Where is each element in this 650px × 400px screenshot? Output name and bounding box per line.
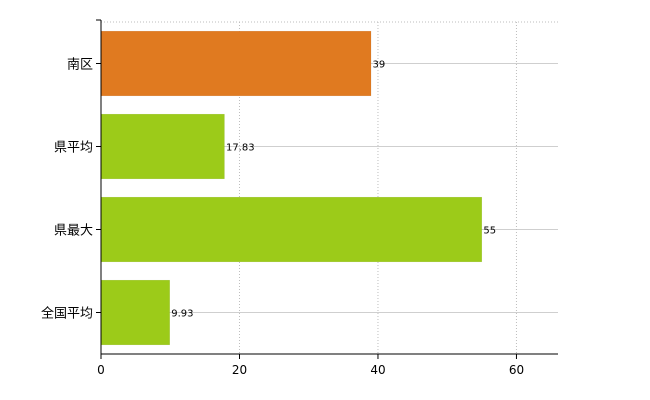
data-label-2: 55 (483, 226, 496, 237)
category-label-0: 南区 (67, 57, 93, 73)
category-label-1: 県平均 (54, 141, 93, 156)
axes (96, 19, 558, 359)
bars (100, 30, 483, 346)
x-tick-label-3: 60 (509, 363, 524, 377)
data-label-1: 17.83 (226, 143, 255, 154)
category-label-3: 全国平均 (41, 306, 93, 322)
data-label-3: 9.93 (171, 309, 193, 320)
bar-3 (100, 279, 171, 346)
bar-0 (100, 30, 372, 97)
bar-2 (100, 196, 483, 263)
category-label-2: 県最大 (54, 224, 93, 239)
x-tick-label-1: 20 (232, 363, 247, 377)
bar-1 (100, 113, 225, 180)
x-tick-label-2: 40 (370, 363, 385, 377)
data-label-0: 39 (373, 60, 386, 71)
labels: 39 南区 17.83 県平均 55 県最大 9.93 全国平均 0 20 40 60 (41, 57, 524, 378)
x-tick-label-0: 0 (97, 363, 105, 377)
